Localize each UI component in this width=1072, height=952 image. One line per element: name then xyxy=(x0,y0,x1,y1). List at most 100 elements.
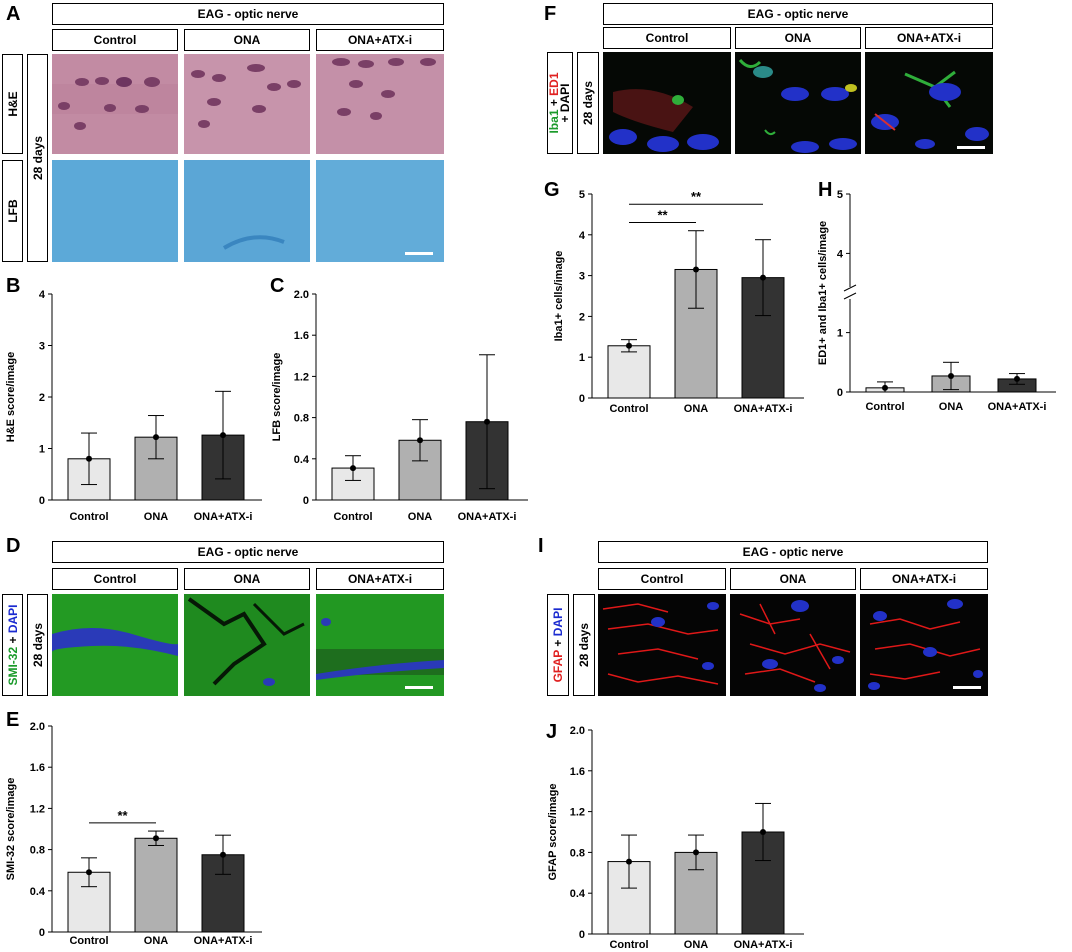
x-tick-label: ONA xyxy=(144,511,169,523)
header-i: EAG - optic nerve xyxy=(598,541,988,563)
mean-point xyxy=(220,851,226,858)
x-tick-label: ONA xyxy=(144,935,169,947)
x-tick-label: ONA xyxy=(684,403,709,415)
chart-h-ed1-iba1-cells: 0 1 4 5 ED1+ and Iba1+ cells/image Control ONA… xyxy=(817,189,1056,413)
timepoint-label-d: 28 days xyxy=(27,594,48,696)
y-tick-label: 0 xyxy=(39,927,45,939)
mean-point xyxy=(86,455,92,462)
y-axis-label: GFAP score/image xyxy=(547,783,559,880)
group-atx-a: ONA+ATX-i xyxy=(316,29,444,51)
x-tick-label: Control xyxy=(69,935,108,947)
x-tick-label: Control xyxy=(609,939,648,951)
x-tick-label: Control xyxy=(865,401,904,413)
axis-break-mark xyxy=(843,292,857,300)
iba1-image-control xyxy=(603,52,731,154)
group-ona-a: ONA xyxy=(184,29,310,51)
y-tick-label: 1 xyxy=(39,444,45,456)
panel-label-h: H xyxy=(818,179,833,201)
x-tick-label: ONA+ATX-i xyxy=(988,401,1047,413)
iba1-image-atx xyxy=(865,52,993,154)
x-tick-label: ONA+ATX-i xyxy=(734,939,793,951)
y-tick-label: 0 xyxy=(579,393,585,405)
mean-point xyxy=(882,384,888,391)
x-tick-label: ONA+ATX-i xyxy=(194,935,253,947)
y-tick-label: 0.8 xyxy=(294,413,309,425)
mean-point xyxy=(693,849,699,856)
mean-point xyxy=(86,869,92,876)
y-axis-label: Iba1+ cells/image xyxy=(553,251,565,342)
gfap-image-atx xyxy=(860,594,988,696)
y-axis-label: SMI-32 score/image xyxy=(5,778,17,881)
panel-label-d: D xyxy=(6,535,21,557)
group-control-a: Control xyxy=(52,29,178,51)
panel-label-i: I xyxy=(538,535,544,557)
y-tick-label: 0.4 xyxy=(30,886,46,898)
smi32-image-control xyxy=(52,594,178,696)
smi32-image-ona xyxy=(184,594,310,696)
mean-point xyxy=(948,372,954,379)
mean-point xyxy=(760,829,766,835)
y-axis-label: H&E score/image xyxy=(5,352,17,442)
mean-point xyxy=(1014,375,1020,382)
dapi-label-f: + DAPI xyxy=(558,83,572,123)
y-tick-label: 2.0 xyxy=(570,725,585,737)
y-tick-label: 1 xyxy=(579,352,585,364)
y-tick-label: 2 xyxy=(39,392,45,404)
timepoint-label-a: 28 days xyxy=(27,54,48,262)
panel-label-a: A xyxy=(6,3,21,25)
group-atx-d: ONA+ATX-i xyxy=(316,568,444,590)
group-ona-i: ONA xyxy=(730,568,856,590)
gfap-image-control xyxy=(598,594,726,696)
bar-control xyxy=(607,345,651,399)
group-control-f: Control xyxy=(603,27,731,49)
group-atx-i: ONA+ATX-i xyxy=(860,568,988,590)
y-tick-label: 0.8 xyxy=(30,845,45,857)
y-tick-label: 0 xyxy=(837,387,843,399)
mean-point xyxy=(350,465,356,472)
y-tick-label: 2.0 xyxy=(294,289,309,301)
lfb-image-ona xyxy=(184,160,310,262)
mean-point xyxy=(153,835,159,842)
lfb-image-control xyxy=(52,160,178,262)
lfb-image-atx xyxy=(316,160,444,262)
significance-label: ** xyxy=(117,808,128,823)
he-image-control xyxy=(52,54,178,154)
smi32-image-atx xyxy=(316,594,444,696)
group-ona-f: ONA xyxy=(735,27,861,49)
header-d: EAG - optic nerve xyxy=(52,541,444,563)
y-tick-label: 0.4 xyxy=(570,888,586,900)
x-tick-label: ONA+ATX-i xyxy=(458,511,517,523)
y-tick-label: 1.2 xyxy=(570,807,585,819)
timepoint-label-i: 28 days xyxy=(573,594,595,696)
x-tick-label: ONA xyxy=(408,511,433,523)
panel-label-f: F xyxy=(544,3,557,25)
bar-ona xyxy=(134,837,178,933)
axis-break-gap xyxy=(846,287,854,299)
y-axis-label: ED1+ and Iba1+ cells/image xyxy=(817,221,829,365)
y-tick-label: 3 xyxy=(39,341,45,353)
y-axis-label: LFB score/image xyxy=(271,353,283,442)
he-image-atx xyxy=(316,54,444,154)
mean-point xyxy=(626,858,632,865)
x-tick-label: ONA xyxy=(939,401,964,413)
y-tick-label: 1.6 xyxy=(30,762,45,774)
y-tick-label: 0 xyxy=(579,929,585,941)
x-tick-label: ONA+ATX-i xyxy=(734,403,793,415)
x-tick-label: Control xyxy=(609,403,648,415)
group-ona-d: ONA xyxy=(184,568,310,590)
y-tick-label: 0 xyxy=(39,495,45,507)
y-tick-label: 4 xyxy=(837,248,844,260)
row-label-he: H&E xyxy=(2,54,23,154)
panel-label-c: C xyxy=(270,275,285,297)
y-tick-label: 1.2 xyxy=(294,371,309,383)
x-tick-label: Control xyxy=(333,511,372,523)
chart-e-smi32-score: 0 0.4 0.8 1.2 1.6 2.0 SMI-32 score/image Contro… xyxy=(5,721,262,947)
x-tick-label: ONA xyxy=(684,939,709,951)
y-tick-label: 0.8 xyxy=(570,847,585,859)
scale-bar-i xyxy=(953,686,981,689)
dapi-label-i: DAPI xyxy=(551,607,565,637)
mean-point xyxy=(220,432,226,439)
scale-bar-a xyxy=(405,252,433,255)
header-a: EAG - optic nerve xyxy=(52,3,444,25)
panel-label-j: J xyxy=(546,721,558,743)
